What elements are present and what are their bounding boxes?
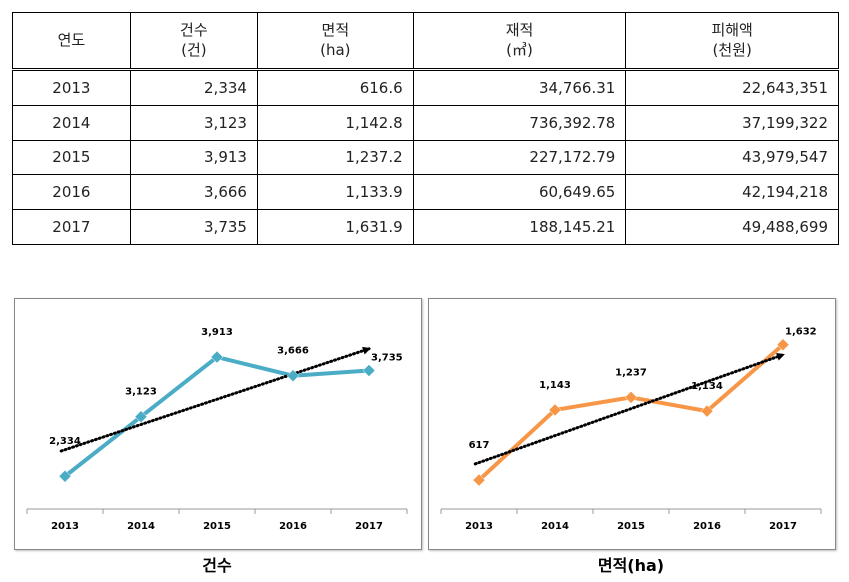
cell-year: 2015 bbox=[12, 139, 131, 176]
cell-count: 3,123 bbox=[129, 104, 258, 141]
data-label: 617 bbox=[469, 440, 490, 451]
cell-volume: 227,172.79 bbox=[412, 139, 627, 176]
cell-volume: 60,649.65 bbox=[412, 174, 627, 211]
data-label: 3,123 bbox=[125, 387, 157, 398]
table-row: 2015 3,913 1,237.2 227,172.79 43,979,547 bbox=[12, 139, 839, 176]
data-label: 3,735 bbox=[371, 353, 403, 364]
cell-year: 2016 bbox=[12, 174, 131, 211]
cell-damage: 42,194,218 bbox=[625, 174, 839, 211]
x-tick-label: 2013 bbox=[51, 521, 79, 532]
data-label: 1,134 bbox=[691, 381, 723, 392]
series-line bbox=[63, 355, 370, 478]
cell-damage: 37,199,322 bbox=[625, 104, 839, 141]
cell-damage: 49,488,699 bbox=[625, 209, 839, 245]
table-header-row: 연도 건수 (건) 면적 (ha) 재적 (㎥) 피해액 (천원) bbox=[12, 12, 839, 71]
cell-count: 3,735 bbox=[129, 209, 258, 245]
cell-year: 2017 bbox=[12, 209, 131, 245]
area-chart: 2013 2014 2015 2016 2017 617 1,143 1,237 1,134 1,… bbox=[428, 298, 836, 550]
trendline bbox=[59, 346, 371, 453]
cell-volume: 736,392.78 bbox=[412, 104, 627, 141]
cell-volume: 188,145.21 bbox=[412, 209, 627, 245]
cell-year: 2013 bbox=[12, 69, 131, 106]
data-point bbox=[624, 391, 638, 404]
cell-year: 2014 bbox=[12, 104, 131, 141]
data-point bbox=[286, 369, 300, 383]
x-tick-label: 2013 bbox=[465, 521, 493, 532]
table-row: 2017 3,735 1,631.9 188,145.21 49,488,699 bbox=[12, 209, 839, 245]
x-tick-label: 2014 bbox=[541, 521, 569, 532]
cell-area: 1,631.9 bbox=[256, 209, 414, 245]
count-chart-svg: 2013 2014 2015 2016 2017 2,334 3,123 3,913 3,666… bbox=[26, 327, 408, 532]
x-tick-label: 2017 bbox=[355, 521, 383, 532]
cell-volume: 34,766.31 bbox=[412, 69, 627, 106]
cell-damage: 22,643,351 bbox=[625, 69, 839, 106]
x-tick-label: 2016 bbox=[693, 521, 721, 532]
cell-area: 1,133.9 bbox=[256, 174, 414, 211]
x-tick-label: 2016 bbox=[279, 521, 307, 532]
header-count: 건수 (건) bbox=[129, 12, 258, 71]
count-chart-caption: 건수 bbox=[202, 556, 232, 575]
cell-count: 3,666 bbox=[129, 174, 258, 211]
header-volume: 재적 (㎥) bbox=[412, 12, 627, 71]
data-label: 1,632 bbox=[785, 327, 817, 338]
table-row: 2016 3,666 1,133.9 60,649.65 42,194,218 bbox=[12, 174, 839, 211]
data-point bbox=[472, 473, 486, 487]
cell-count: 3,913 bbox=[129, 139, 258, 176]
header-damage: 피해액 (천원) bbox=[625, 12, 839, 71]
x-tick-label: 2015 bbox=[617, 521, 645, 532]
data-point bbox=[134, 410, 148, 424]
data-point bbox=[548, 403, 562, 417]
count-chart: 2013 2014 2015 2016 2017 2,334 3,123 3,913 3,666… bbox=[14, 298, 422, 550]
cell-count: 2,334 bbox=[129, 69, 258, 106]
data-point bbox=[776, 338, 790, 352]
table-row: 2013 2,334 616.6 34,766.31 22,643,351 bbox=[12, 69, 839, 106]
series-line bbox=[477, 343, 785, 482]
data-label: 2,334 bbox=[49, 436, 81, 447]
header-area: 면적 (ha) bbox=[256, 12, 414, 71]
data-label: 1,143 bbox=[539, 380, 571, 391]
area-chart-svg: 2013 2014 2015 2016 2017 617 1,143 1,237 1,134 1,… bbox=[440, 327, 822, 532]
x-tick-label: 2017 bbox=[769, 521, 797, 532]
data-label: 3,913 bbox=[201, 327, 233, 338]
x-tick-label: 2014 bbox=[127, 521, 155, 532]
data-point bbox=[362, 364, 376, 377]
cell-area: 616.6 bbox=[256, 69, 414, 106]
area-chart-caption: 면적(ha) bbox=[597, 556, 665, 575]
damage-table: 연도 건수 (건) 면적 (ha) 재적 (㎥) 피해액 (천원) 2013 2,334… bbox=[12, 12, 839, 245]
trendline bbox=[473, 352, 785, 466]
cell-area: 1,142.8 bbox=[256, 104, 414, 141]
cell-area: 1,237.2 bbox=[256, 139, 414, 176]
data-point bbox=[210, 350, 224, 364]
cell-damage: 43,979,547 bbox=[625, 139, 839, 176]
header-year: 연도 bbox=[12, 12, 131, 71]
data-label: 3,666 bbox=[277, 346, 309, 357]
x-tick-label: 2015 bbox=[203, 521, 231, 532]
data-point bbox=[58, 469, 72, 483]
data-point bbox=[700, 404, 714, 418]
table-row: 2014 3,123 1,142.8 736,392.78 37,199,322 bbox=[12, 104, 839, 141]
data-label: 1,237 bbox=[615, 367, 647, 378]
